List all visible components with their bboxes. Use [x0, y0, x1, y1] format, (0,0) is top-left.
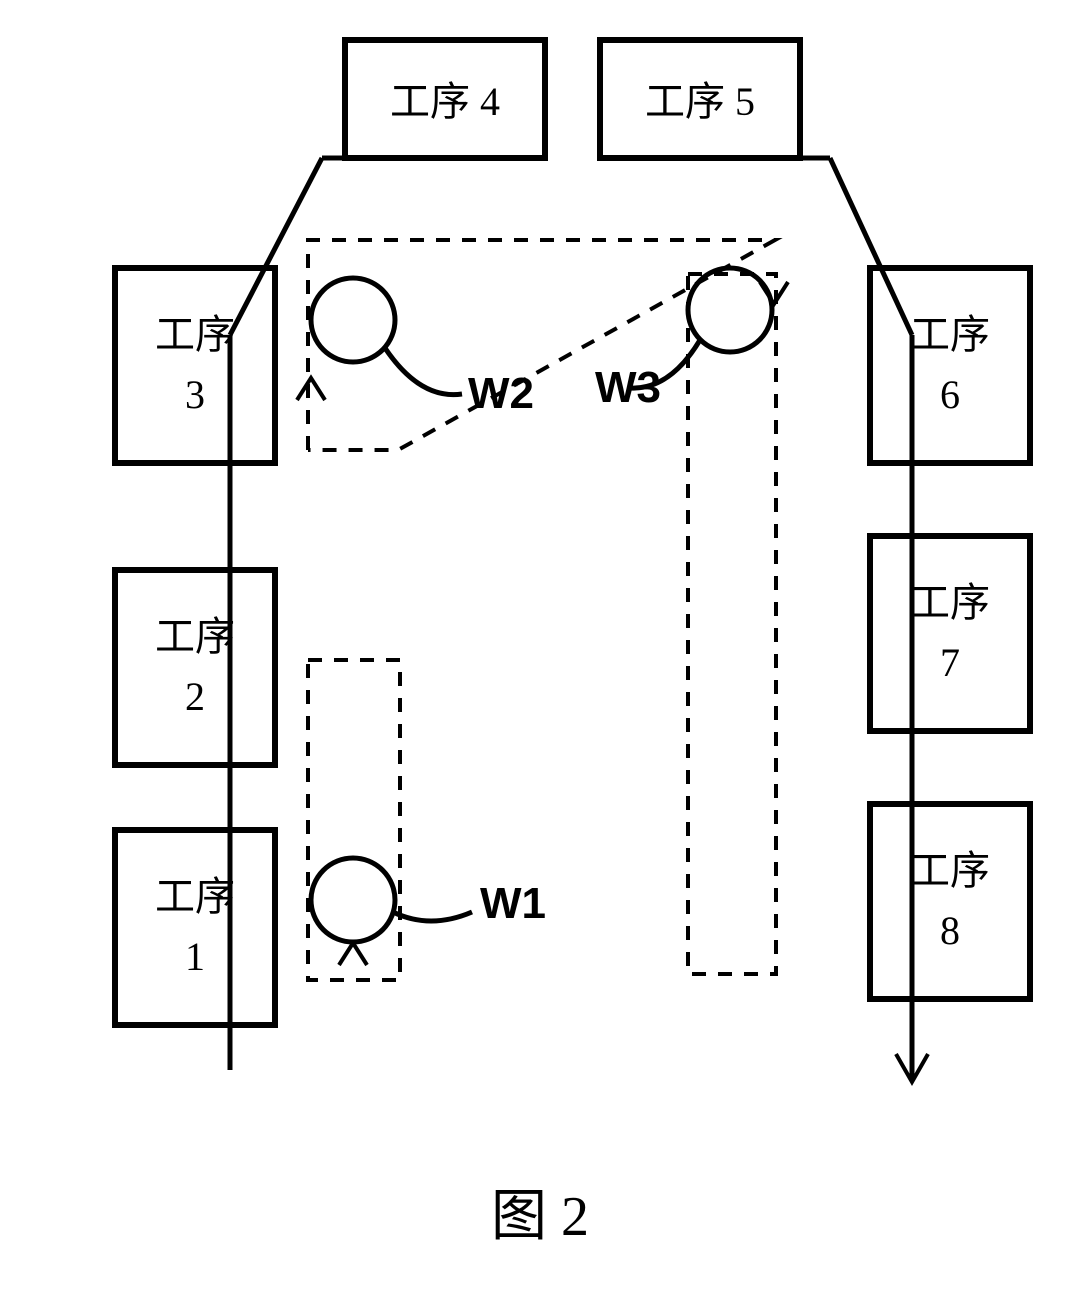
svg-text:8: 8	[940, 908, 960, 953]
svg-text:3: 3	[185, 372, 205, 417]
worker-w2: W2	[311, 278, 534, 418]
svg-text:工序: 工序	[155, 614, 235, 659]
worker-w1: W1	[311, 858, 546, 942]
w1-direction-arrow	[339, 943, 367, 965]
svg-text:工序: 工序	[910, 312, 990, 357]
station-p1: 工序 1	[115, 830, 275, 1025]
svg-text:1: 1	[185, 934, 205, 979]
svg-text:工序: 工序	[155, 312, 235, 357]
walk-loop-w1	[308, 660, 400, 980]
svg-text:W1: W1	[480, 879, 546, 928]
station-p5: 工序 5	[600, 40, 800, 158]
process-layout-diagram: 工序 1 工序 2 工序 3 工序 4 工序 5 工序 6 工序 7 工序 8	[0, 0, 1079, 1313]
svg-text:W3: W3	[595, 363, 661, 412]
walk-loop-w3	[688, 274, 788, 974]
svg-text:工序: 工序	[910, 848, 990, 893]
svg-text:6: 6	[940, 372, 960, 417]
svg-text:工序 5: 工序 5	[645, 79, 755, 124]
svg-text:W2: W2	[468, 369, 534, 418]
conveyor-path	[230, 158, 928, 1082]
svg-text:工序: 工序	[155, 874, 235, 919]
station-p7: 工序 7	[870, 536, 1030, 731]
station-p8: 工序 8	[870, 804, 1030, 999]
svg-text:工序: 工序	[910, 580, 990, 625]
w2-direction-arrow	[297, 378, 325, 400]
svg-text:7: 7	[940, 640, 960, 685]
figure-caption: 图 2	[491, 1186, 589, 1248]
svg-text:2: 2	[185, 674, 205, 719]
station-p2: 工序 2	[115, 570, 275, 765]
station-p4: 工序 4	[345, 40, 545, 158]
svg-text:工序 4: 工序 4	[390, 79, 500, 124]
